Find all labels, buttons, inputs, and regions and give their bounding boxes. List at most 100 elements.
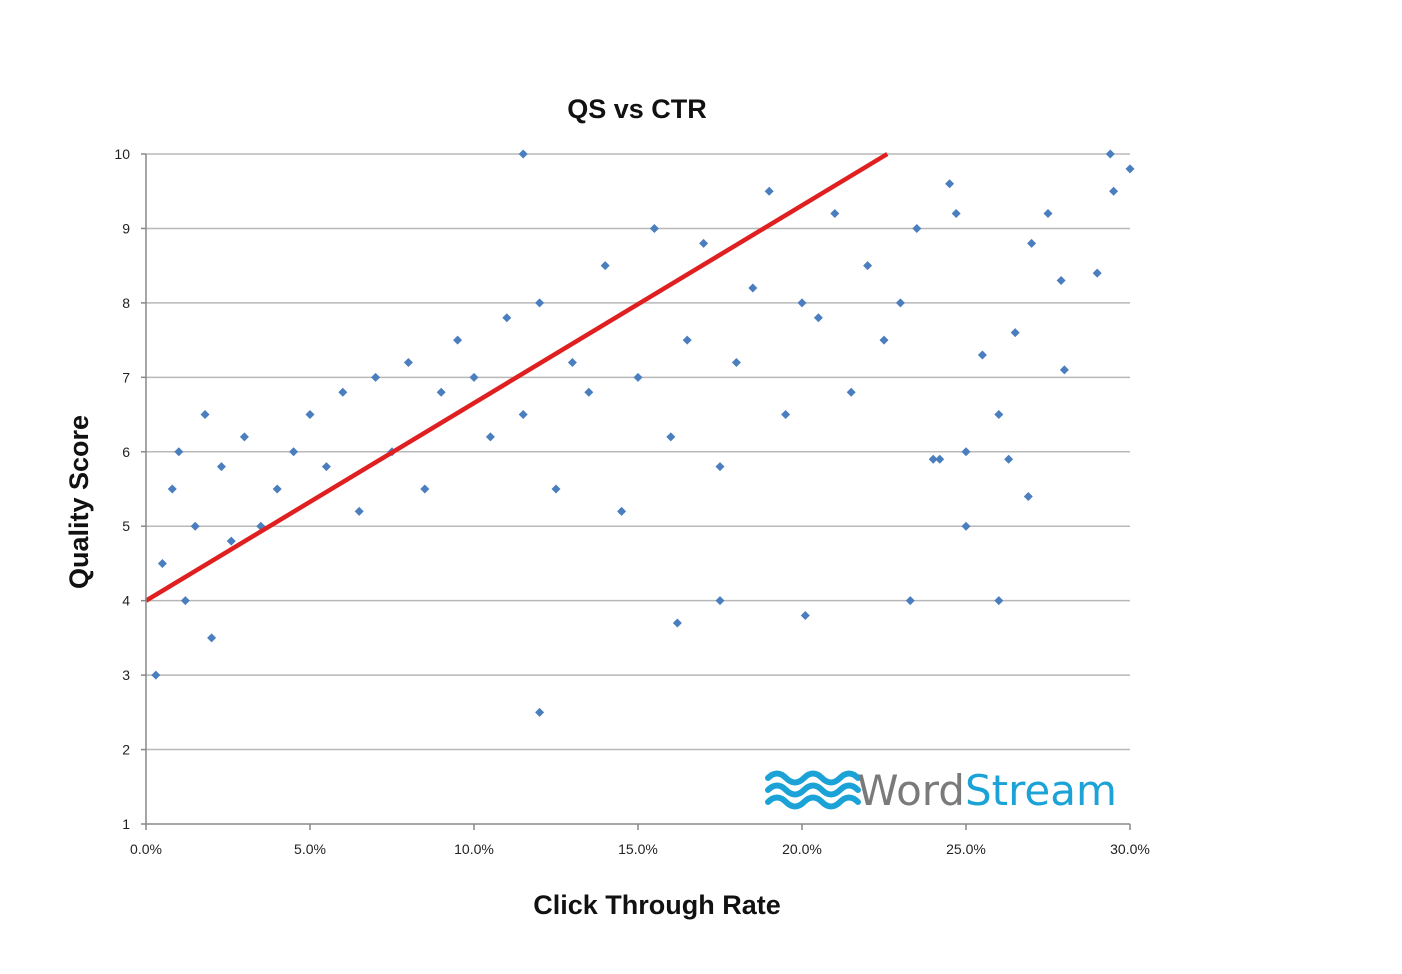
data-point — [436, 387, 446, 397]
data-point — [1092, 268, 1102, 278]
y-tick-label: 9 — [122, 220, 130, 236]
data-point — [535, 707, 545, 717]
data-point — [1043, 209, 1053, 219]
y-tick-label: 5 — [122, 518, 130, 534]
y-tick-label: 3 — [122, 667, 130, 683]
data-point — [403, 357, 413, 367]
data-point — [951, 209, 961, 219]
data-point — [305, 410, 315, 420]
x-tick-label: 30.0% — [1110, 841, 1150, 857]
data-point — [1010, 328, 1020, 338]
data-point — [800, 611, 810, 621]
data-point — [879, 335, 889, 345]
data-point — [469, 372, 479, 382]
chart-title: QS vs CTR — [567, 94, 707, 124]
data-point — [600, 261, 610, 271]
data-point — [354, 506, 364, 516]
data-point — [977, 350, 987, 360]
x-axis-title: Click Through Rate — [533, 890, 781, 920]
data-point — [1056, 276, 1066, 286]
data-point — [190, 521, 200, 531]
data-point — [207, 633, 217, 643]
data-point — [1027, 238, 1037, 248]
data-point — [672, 618, 682, 628]
data-point — [905, 596, 915, 606]
data-point — [748, 283, 758, 293]
data-point — [535, 298, 545, 308]
data-point — [321, 462, 331, 472]
data-point — [1109, 186, 1119, 196]
wordmark-stream: Stream — [965, 766, 1117, 815]
y-tick-label: 10 — [114, 146, 130, 162]
data-point — [682, 335, 692, 345]
data-point — [764, 186, 774, 196]
data-point — [617, 506, 627, 516]
data-point — [633, 372, 643, 382]
y-axis-title: Quality Score — [64, 415, 94, 589]
data-point — [371, 372, 381, 382]
data-point — [289, 447, 299, 457]
data-point — [453, 335, 463, 345]
data-point — [226, 536, 236, 546]
data-point — [994, 410, 1004, 420]
data-point — [216, 462, 226, 472]
data-point — [485, 432, 495, 442]
wave-logo-icon — [765, 770, 861, 810]
data-point — [502, 313, 512, 323]
data-point — [1125, 164, 1135, 174]
data-point — [1004, 454, 1014, 464]
data-point — [994, 596, 1004, 606]
x-tick-label: 10.0% — [454, 841, 494, 857]
data-point — [518, 410, 528, 420]
data-point — [338, 387, 348, 397]
data-point — [157, 558, 167, 568]
x-tick-label: 0.0% — [130, 841, 162, 857]
x-tick-label: 15.0% — [618, 841, 658, 857]
wordstream-watermark: WordStream — [765, 766, 1117, 815]
data-point — [895, 298, 905, 308]
x-tick-label: 20.0% — [782, 841, 822, 857]
y-tick-labels: 1 2 3 4 5 6 7 8 9 10 — [114, 146, 130, 832]
data-point — [945, 179, 955, 189]
data-point — [567, 357, 577, 367]
data-point — [846, 387, 856, 397]
data-point — [200, 410, 210, 420]
data-point — [863, 261, 873, 271]
y-tick-label: 7 — [122, 369, 130, 385]
data-point — [649, 223, 659, 233]
data-point — [551, 484, 561, 494]
data-point — [928, 454, 938, 464]
y-tick-label: 2 — [122, 742, 130, 758]
wordmark-word: Word — [857, 766, 965, 815]
data-point — [961, 521, 971, 531]
data-point — [174, 447, 184, 457]
data-point — [912, 223, 922, 233]
data-point — [715, 596, 725, 606]
wordstream-wordmark: WordStream — [857, 766, 1117, 815]
data-point — [180, 596, 190, 606]
data-point — [420, 484, 430, 494]
y-tick-label: 1 — [122, 816, 130, 832]
axes — [141, 153, 1131, 830]
data-point — [1059, 365, 1069, 375]
x-tick-label: 5.0% — [294, 841, 326, 857]
data-point — [666, 432, 676, 442]
data-point — [715, 462, 725, 472]
data-point — [272, 484, 282, 494]
x-tick-labels: 0.0% 5.0% 10.0% 15.0% 20.0% 25.0% 30.0% — [130, 841, 1150, 857]
data-point — [151, 670, 161, 680]
data-point — [518, 149, 528, 159]
data-point — [935, 454, 945, 464]
data-point — [813, 313, 823, 323]
data-point — [797, 298, 807, 308]
data-point — [699, 238, 709, 248]
data-point — [961, 447, 971, 457]
y-tick-label: 6 — [122, 444, 130, 460]
y-tick-label: 4 — [122, 593, 130, 609]
data-point — [167, 484, 177, 494]
trend-line — [144, 152, 889, 603]
data-point — [830, 209, 840, 219]
data-point — [1105, 149, 1115, 159]
data-point — [1023, 491, 1033, 501]
